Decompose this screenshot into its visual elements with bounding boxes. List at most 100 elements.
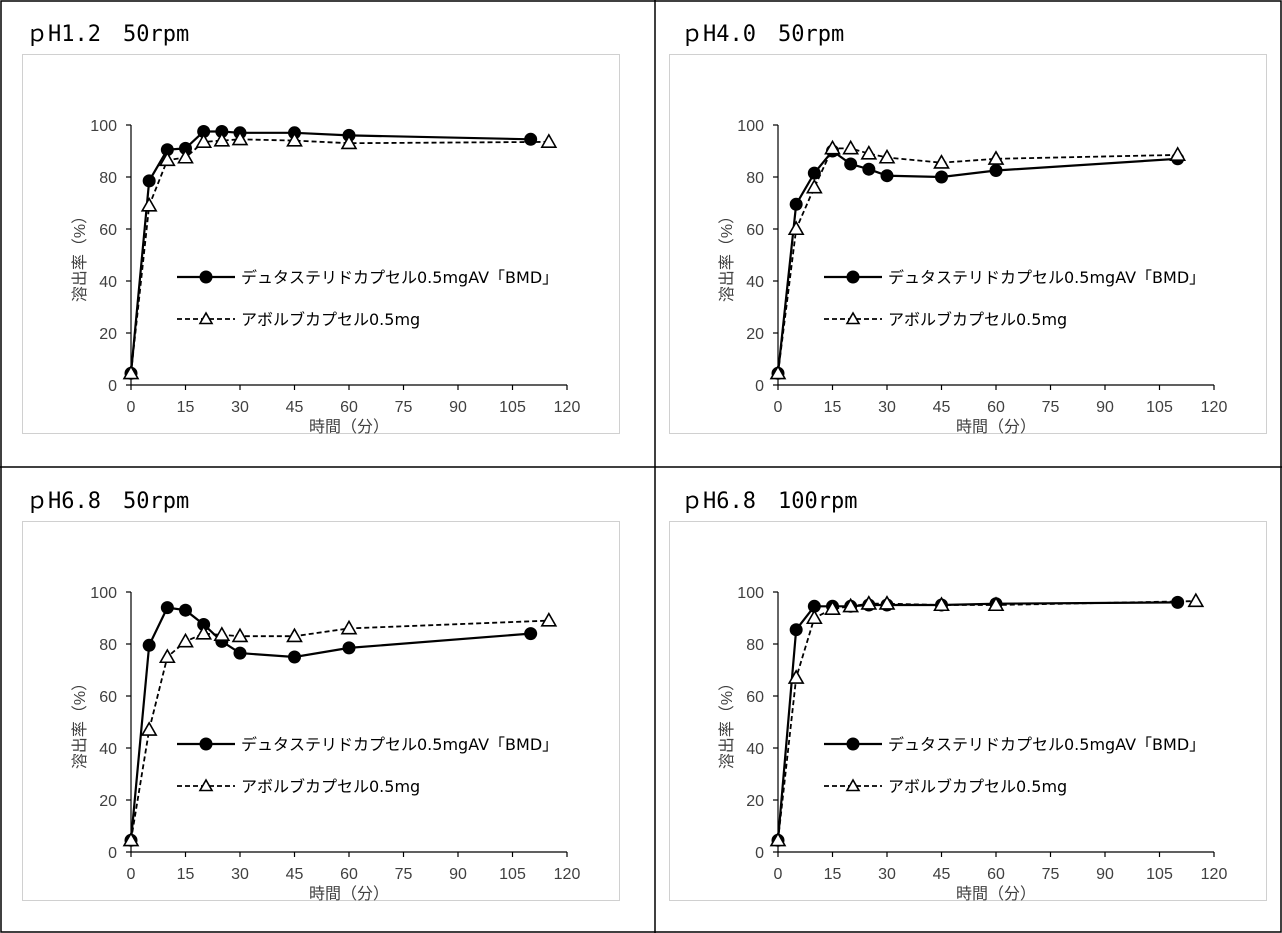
axes: 0 20 40 60 80 100 0 15 30 45 60 75 90 105 120 時間（分） 溶出率（… [718, 585, 1227, 902]
legend-marker [198, 778, 214, 792]
line-chart: 0 20 40 60 80 100 0 15 30 45 60 75 90 105 120 時間（分） 溶出率（… [71, 118, 581, 435]
legend-marker [199, 270, 213, 284]
data-point [540, 611, 558, 627]
x-tick-label: 105 [499, 399, 526, 416]
legend-label: デュタステリドカプセル0.5mgAV「BMD」 [888, 268, 1205, 287]
legend-label: デュタステリドカプセル0.5mgAV「BMD」 [241, 268, 558, 287]
x-tick-label: 90 [1096, 866, 1114, 883]
x-tick-label: 75 [395, 399, 413, 416]
plot-frame: 0 20 40 60 80 100 0 15 30 45 60 75 90 105 120 時間（分） 溶出率（… [22, 521, 620, 902]
data-point [195, 133, 213, 148]
legend-label: アボルブカプセル0.5mg [888, 310, 1067, 329]
x-tick-label: 0 [127, 399, 136, 416]
x-tick-label: 120 [554, 399, 581, 416]
legend-item: デュタステリドカプセル0.5mgAV「BMD」 [824, 268, 1205, 287]
data-point [1169, 146, 1187, 161]
x-tick-label: 30 [231, 399, 249, 416]
line-chart: 0 20 40 60 80 100 0 15 30 45 60 75 90 105 120 時間（分） 溶出率（… [718, 585, 1227, 902]
series-line [129, 606, 531, 841]
data-point [213, 131, 231, 147]
x-tick-label: 0 [774, 866, 783, 883]
legend: デュタステリドカプセル0.5mgAV「BMD」アボルブカプセル0.5mg [177, 735, 558, 796]
data-point [524, 132, 538, 146]
data-point [140, 196, 158, 212]
legend: デュタステリドカプセル0.5mgAV「BMD」アボルブカプセル0.5mg [177, 268, 558, 329]
legend: デュタステリドカプセル0.5mgAV「BMD」アボルブカプセル0.5mg [824, 268, 1205, 329]
data-point [878, 595, 896, 610]
series-2 [122, 611, 558, 847]
plot-frame: 0 20 40 60 80 100 0 15 30 45 60 75 90 105 120 時間（分） 溶出率（… [669, 521, 1267, 902]
data-point [122, 831, 140, 847]
series-line [129, 130, 531, 374]
data-point [158, 648, 176, 664]
x-tick-label: 45 [933, 866, 951, 883]
plot-frame: 0 20 40 60 80 100 0 15 30 45 60 75 90 105 120 時間（分） 溶出率（… [669, 54, 1267, 435]
series-line [130, 138, 549, 374]
x-tick-label: 15 [177, 399, 195, 416]
x-axis-label: 時間（分） [956, 418, 1036, 435]
x-tick-label: 45 [286, 399, 304, 416]
x-tick-label: 60 [987, 399, 1005, 416]
y-axis-label: 溶出率（%） [71, 675, 89, 769]
series-2 [769, 139, 1187, 380]
legend-marker [199, 737, 213, 751]
axes: 0 20 40 60 80 100 0 15 30 45 60 75 90 105 120 時間（分） 溶出率（… [71, 585, 580, 902]
data-point [935, 170, 948, 184]
series-line [130, 619, 549, 841]
data-point [177, 148, 194, 164]
series-line [777, 147, 1178, 374]
data-point [789, 197, 803, 211]
data-point [807, 166, 821, 180]
y-tick-label: 60 [99, 689, 117, 706]
x-tick-label: 60 [987, 866, 1005, 883]
legend-label: デュタステリドカプセル0.5mgAV「BMD」 [241, 735, 558, 754]
data-point [805, 609, 823, 625]
y-tick-label: 100 [90, 585, 117, 602]
legend-item: デュタステリドカプセル0.5mgAV「BMD」 [824, 735, 1205, 754]
legend-item: アボルブカプセル0.5mg [824, 777, 1067, 796]
line-chart: 0 20 40 60 80 100 0 15 30 45 60 75 90 105 120 時間（分） 溶出率（… [718, 118, 1227, 435]
data-point [142, 174, 156, 188]
chart-title: ｐH6.8 100rpm [681, 489, 858, 514]
data-point [215, 125, 229, 138]
data-point [805, 178, 823, 194]
y-tick-label: 80 [99, 170, 117, 187]
y-tick-label: 40 [99, 741, 117, 758]
data-point [213, 626, 231, 641]
data-point [233, 646, 247, 660]
series-line [776, 149, 1178, 374]
data-point [197, 618, 211, 631]
x-tick-label: 120 [554, 866, 581, 883]
data-point [1187, 592, 1205, 608]
y-tick-label: 40 [746, 741, 764, 758]
series-2 [769, 592, 1205, 847]
x-axis-label: 時間（分） [309, 885, 389, 902]
x-tick-label: 0 [127, 866, 136, 883]
x-tick-label: 0 [774, 399, 783, 416]
x-tick-label: 30 [231, 866, 249, 883]
x-tick-label: 90 [1096, 399, 1114, 416]
chart-title: ｐH1.2 50rpm [26, 22, 190, 47]
y-tick-label: 0 [755, 378, 764, 395]
x-tick-label: 105 [1146, 866, 1173, 883]
series-line [777, 600, 1196, 841]
y-tick-label: 80 [99, 637, 117, 654]
x-tick-label: 75 [395, 866, 413, 883]
x-tick-label: 30 [878, 399, 896, 416]
x-tick-label: 105 [499, 866, 526, 883]
data-point [842, 597, 860, 613]
legend-label: アボルブカプセル0.5mg [241, 777, 420, 796]
y-axis-label: 溶出率（%） [718, 208, 736, 302]
data-point [769, 364, 787, 380]
y-tick-label: 20 [746, 793, 764, 810]
data-point [987, 596, 1005, 612]
legend-item: アボルブカプセル0.5mg [824, 310, 1067, 329]
data-point [340, 619, 358, 635]
data-point [179, 603, 192, 617]
legend: デュタステリドカプセル0.5mgAV「BMD」アボルブカプセル0.5mg [824, 735, 1205, 796]
data-point [807, 599, 821, 613]
x-tick-label: 120 [1201, 866, 1228, 883]
legend-item: デュタステリドカプセル0.5mgAV「BMD」 [177, 268, 558, 287]
data-point [824, 139, 841, 155]
